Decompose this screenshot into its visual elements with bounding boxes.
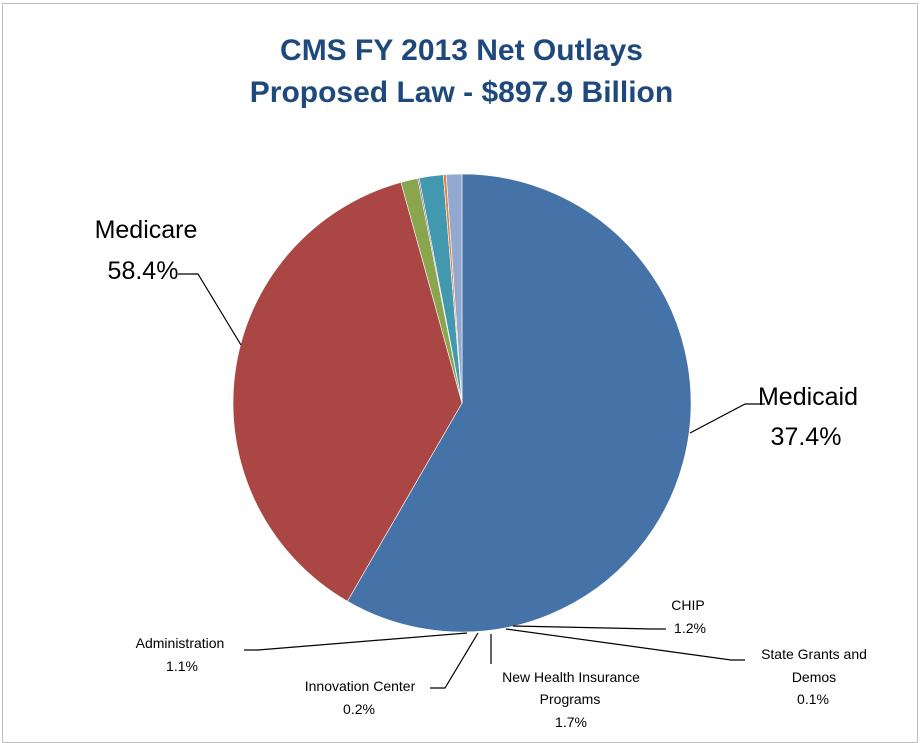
data-label-innovation-center-name: Innovation Center — [305, 678, 416, 694]
chart-title-line-1: CMS FY 2013 Net Outlays — [280, 34, 643, 67]
data-label-medicaid-name: Medicaid — [758, 383, 858, 411]
leader-line-medicare — [178, 273, 242, 346]
data-label-new-health-insurance-programs-name-line-2: Programs — [540, 691, 601, 707]
leader-line-medicaid — [689, 403, 765, 434]
data-label-new-health-insurance-programs-percent: 1.7% — [555, 714, 587, 730]
data-label-state-grants-and-demos-name-line-1: State Grants and — [761, 646, 867, 662]
pie-slices — [232, 173, 692, 633]
pie-slice-medicaid — [232, 181, 463, 602]
leader-line-administration — [244, 632, 468, 651]
data-label-administration-percent: 1.1% — [166, 658, 198, 674]
data-label-medicaid-percent: 37.4% — [771, 423, 842, 451]
data-label-new-health-insurance-programs-name-line-1: New Health Insurance — [502, 669, 640, 685]
data-label-innovation-center-percent: 0.2% — [343, 701, 375, 717]
pie-slice-medicare — [346, 173, 692, 633]
leader-lines — [178, 273, 765, 689]
data-label-medicare-percent: 58.4% — [108, 257, 179, 285]
data-label-chip-percent: 1.2% — [674, 620, 706, 636]
data-label-state-grants-and-demos-name-line-2: Demos — [792, 669, 836, 685]
chart-title: CMS FY 2013 Net Outlays Proposed Law - $… — [0, 30, 923, 114]
data-label-chip-name: CHIP — [671, 597, 704, 613]
data-label-state-grants-and-demos-percent: 0.1% — [797, 691, 829, 707]
data-labels: Medicare 58.4% Medicaid 37.4% CHIP 1.2% State … — [95, 216, 867, 730]
chart-title-line-2: Proposed Law - $897.9 Billion — [249, 76, 674, 109]
leader-line-state-grants-and-demos — [505, 628, 745, 661]
leader-line-innovation-center — [430, 632, 479, 689]
data-label-administration-name: Administration — [136, 635, 225, 651]
data-label-medicare-name: Medicare — [95, 216, 198, 244]
pie-slice-administration — [445, 173, 463, 404]
leader-line-chip — [512, 625, 666, 630]
